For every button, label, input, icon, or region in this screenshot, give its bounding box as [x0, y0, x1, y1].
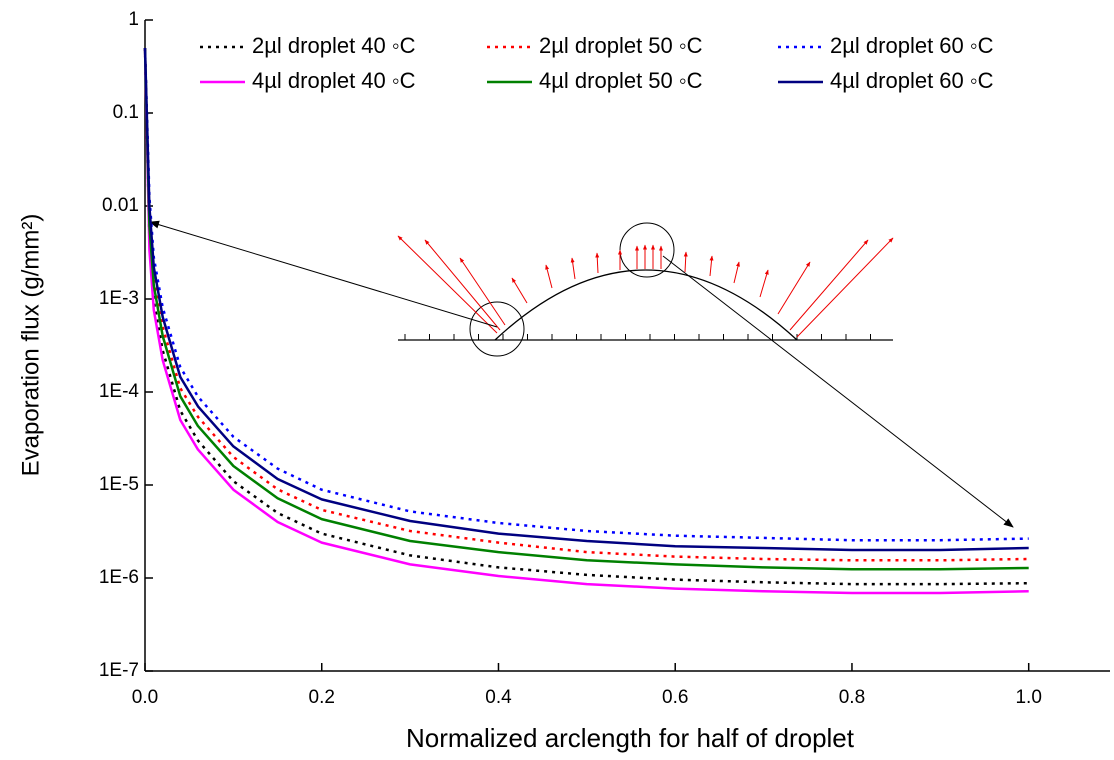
x-tick-label: 0.6 [662, 687, 688, 708]
x-tick-label: 0.4 [485, 687, 512, 708]
x-tick-label: 1.0 [1015, 687, 1041, 708]
y-tick-label: 1E-6 [99, 567, 139, 588]
x-tick-label: 0.8 [839, 687, 865, 708]
legend-label: 4µl droplet 40 ◦C [252, 68, 416, 93]
y-tick-label: 0.1 [113, 102, 139, 123]
series-line [143, 47, 1029, 571]
y-tick-label: 1E-3 [99, 288, 139, 309]
y-tick-label: 1E-5 [99, 474, 139, 495]
series-line [143, 47, 1029, 586]
series-line [143, 47, 1029, 595]
legend-label: 4µl droplet 60 ◦C [830, 68, 994, 93]
legend-label: 2µl droplet 50 ◦C [539, 33, 703, 58]
legend-label: 2µl droplet 40 ◦C [252, 33, 416, 58]
x-axis-label: Normalized arclength for half of droplet [406, 723, 855, 753]
series-line [143, 47, 1029, 542]
y-tick-label: 0.01 [102, 195, 139, 216]
series-line [143, 47, 1029, 552]
x-tick-label: 0.2 [309, 687, 335, 708]
y-tick-label: 1 [128, 9, 139, 30]
series-line [143, 47, 1029, 562]
x-tick-label: 0.0 [132, 687, 158, 708]
y-tick-label: 1E-4 [99, 381, 140, 402]
y-axis-label: Evaporation flux (g/mm²) [17, 214, 44, 477]
droplet-diagram [149, 220, 1014, 528]
legend-label: 2µl droplet 60 ◦C [830, 33, 994, 58]
legend-label: 4µl droplet 50 ◦C [539, 68, 703, 93]
y-tick-label: 1E-7 [99, 660, 139, 681]
